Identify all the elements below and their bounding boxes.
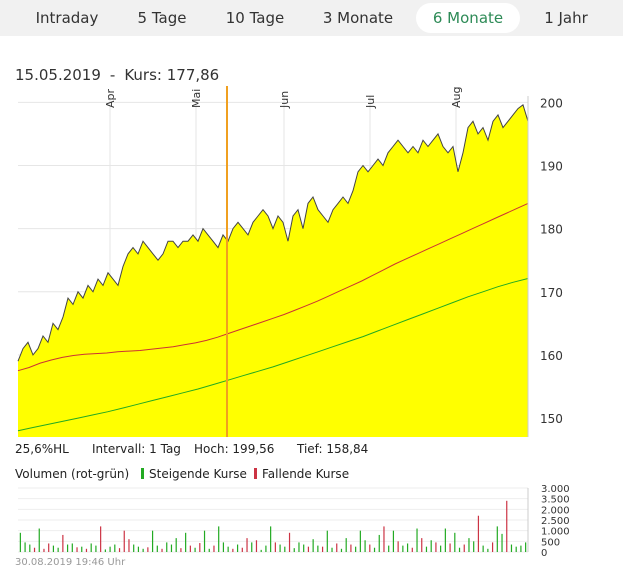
volume-tick-label: 0 [541,548,547,559]
volume-legend-title: Volumen (rot-grün) [15,467,130,481]
price-header: 15.05.2019- Kurs: 177,86 [15,66,219,84]
header-kurs-label: Kurs: [124,66,162,84]
falling-label: Fallende Kurse [262,467,350,481]
x-tick-label: Apr [104,88,117,108]
y-tick-label: 170 [540,286,563,300]
tab-5-tage[interactable]: 5 Tage [137,9,187,27]
moving-average-short-line [17,202,529,372]
stat-high: Hoch: 199,56 [194,442,275,456]
volume-tick-label: 3.000 [541,484,570,495]
price-line [17,103,529,362]
y-tick-label: 190 [540,159,563,173]
x-tick-label: Jun [278,91,291,109]
volume-legend-falling: Fallende Kurse [254,467,349,481]
price-area [18,104,528,438]
x-tick-label: Jul [364,95,377,109]
volume-tick-label: 2.500 [541,516,570,527]
tab-10-tage[interactable]: 10 Tage [225,9,285,27]
x-tick-label: Aug [450,87,463,108]
x-tick-label: Mai [190,89,203,108]
period-tab-bar: Intraday 5 Tage 10 Tage 3 Monate 6 Monat… [0,0,623,36]
tab-3-monate[interactable]: 3 Monate [322,9,394,27]
timestamp-footer: 30.08.2019 19:46 Uhr [15,557,126,568]
header-date: 15.05.2019 [15,66,101,84]
y-tick-label: 200 [540,96,563,110]
rising-marker [141,468,144,479]
stat-interval: Intervall: 1 Tag [92,442,181,456]
y-tick-label: 150 [540,412,563,426]
volume-tick-label: 3.500 [541,495,570,506]
volume-tick-label: 1.000 [541,527,570,538]
price-chart[interactable]: 150 160 170 180 190 200 Apr Mai Jun Jul Aug [0,0,623,440]
y-tick-label: 180 [540,223,563,237]
stat-performance: 25,6%HL [15,442,69,456]
volume-tick-label: 2.000 [541,505,570,516]
stat-low: Tief: 158,84 [297,442,369,456]
header-kurs-value: 177,86 [166,66,220,84]
volume-legend-rising: Steigende Kurse [141,467,247,481]
moving-average-long-line [17,278,529,432]
volume-tick-label: 500 [541,537,560,548]
header-separator: - [109,66,116,84]
falling-marker [254,468,257,479]
y-tick-label: 160 [540,349,563,363]
rising-label: Steigende Kurse [149,467,247,481]
tab-6-monate[interactable]: 6 Monate [416,3,520,33]
tab-1-jahr[interactable]: 1 Jahr [544,9,588,27]
tab-intraday[interactable]: Intraday [35,9,99,27]
